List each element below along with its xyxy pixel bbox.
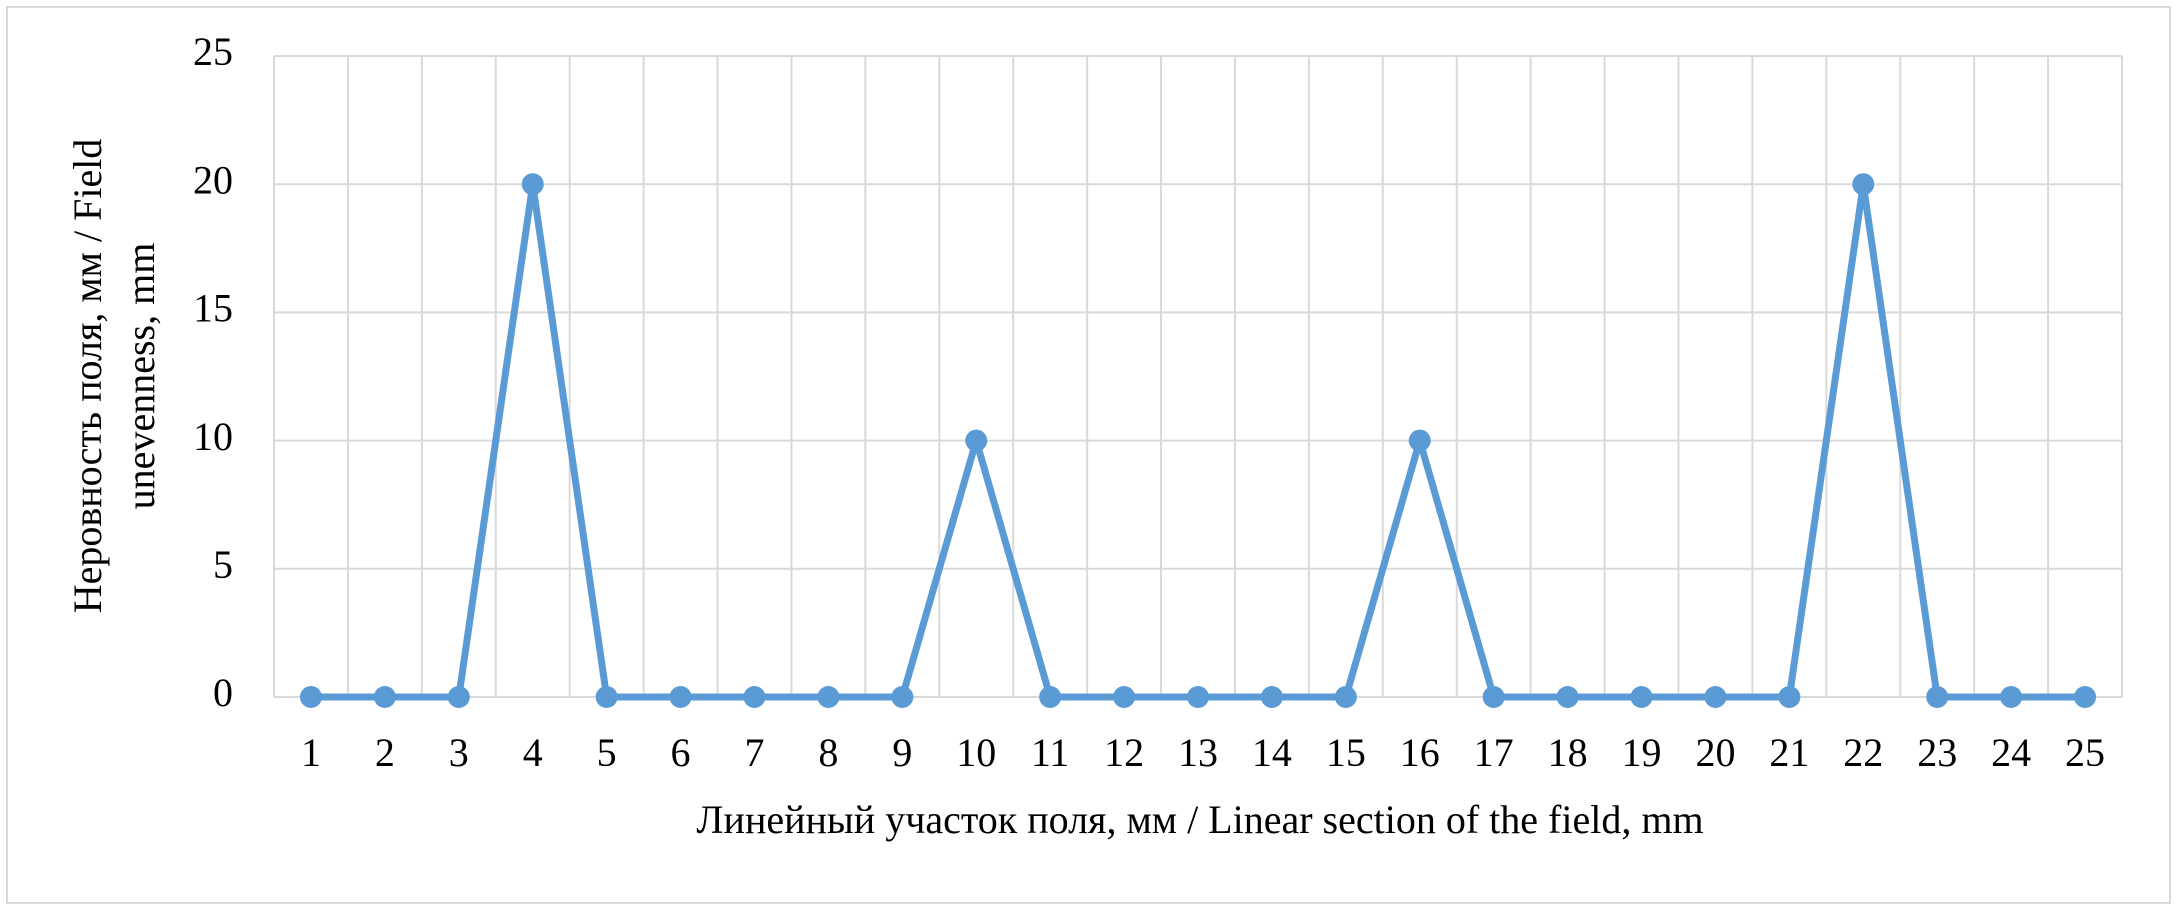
- x-tick-label: 24: [1991, 730, 2031, 775]
- chart-border: [6, 6, 2171, 904]
- x-tick-label: 18: [1548, 730, 1588, 775]
- data-point: [1556, 686, 1579, 708]
- data-point: [1852, 173, 1875, 196]
- data-point: [373, 686, 396, 708]
- data-point: [1704, 686, 1727, 708]
- y-axis-title: unevenness, mm: [118, 243, 163, 510]
- data-point: [817, 686, 840, 708]
- x-tick-label: 20: [1695, 730, 1735, 775]
- data-point: [965, 429, 988, 452]
- data-point: [1408, 429, 1431, 452]
- y-tick-label: 5: [213, 542, 233, 587]
- data-point: [891, 686, 914, 708]
- x-tick-label: 14: [1252, 730, 1292, 775]
- x-tick-label: 10: [956, 730, 996, 775]
- y-tick-label: 20: [193, 157, 233, 202]
- x-tick-label: 3: [449, 730, 469, 775]
- x-tick-label: 16: [1400, 730, 1440, 775]
- x-axis-title: Линейный участок поля, мм / Linear secti…: [696, 797, 1703, 842]
- data-point: [669, 686, 692, 708]
- data-point: [299, 686, 322, 708]
- data-point: [1334, 686, 1357, 708]
- data-point: [2074, 686, 2097, 708]
- data-point: [1482, 686, 1505, 708]
- y-tick-label: 10: [193, 414, 233, 459]
- y-tick-label: 0: [213, 670, 233, 715]
- data-point: [447, 686, 470, 708]
- data-point: [2000, 686, 2023, 708]
- x-tick-label: 11: [1031, 730, 1070, 775]
- x-tick-label: 2: [375, 730, 395, 775]
- data-point: [743, 686, 766, 708]
- x-tick-label: 8: [818, 730, 838, 775]
- x-tick-label: 9: [892, 730, 912, 775]
- x-tick-label: 17: [1474, 730, 1514, 775]
- y-tick-label: 15: [193, 286, 233, 331]
- data-point: [1926, 686, 1949, 708]
- x-tick-label: 13: [1178, 730, 1218, 775]
- x-tick-label: 15: [1326, 730, 1366, 775]
- data-point: [1260, 686, 1283, 708]
- y-axis-title: Неровность поля, мм / Field: [65, 139, 110, 614]
- x-tick-label: 22: [1843, 730, 1883, 775]
- x-tick-label: 1: [301, 730, 321, 775]
- x-tick-label: 19: [1622, 730, 1662, 775]
- x-tick-label: 7: [744, 730, 764, 775]
- data-point: [1778, 686, 1801, 708]
- x-tick-label: 12: [1104, 730, 1144, 775]
- x-tick-label: 6: [671, 730, 691, 775]
- data-point: [1187, 686, 1209, 708]
- x-tick-label: 21: [1769, 730, 1809, 775]
- x-tick-label: 4: [523, 730, 543, 775]
- data-point: [1113, 686, 1136, 708]
- x-tick-label: 25: [2065, 730, 2105, 775]
- data-point: [1039, 686, 1062, 708]
- x-tick-label: 23: [1917, 730, 1957, 775]
- data-point: [1630, 686, 1653, 708]
- x-tick-label: 5: [597, 730, 617, 775]
- y-tick-label: 25: [193, 29, 233, 74]
- data-point: [595, 686, 618, 708]
- data-point: [521, 173, 544, 196]
